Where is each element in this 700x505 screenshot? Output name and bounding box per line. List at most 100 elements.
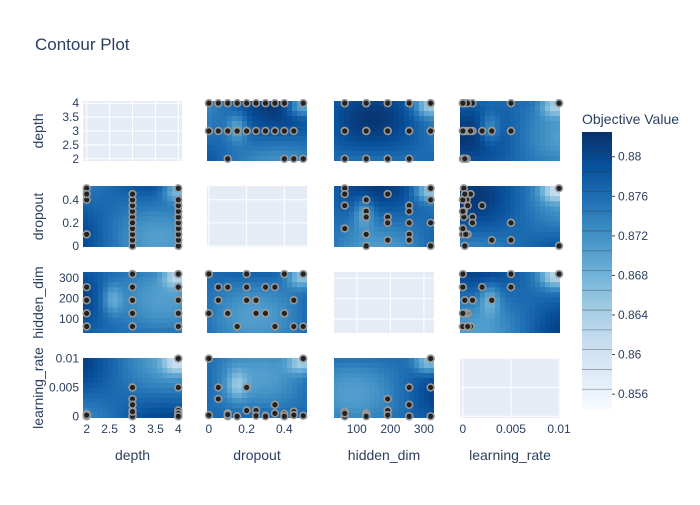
contour-cell [394, 156, 400, 161]
contour-cell [247, 116, 253, 122]
contour-cell [262, 327, 268, 333]
contour-cell [107, 292, 114, 299]
contour-cell [157, 358, 163, 364]
contour-cell [359, 211, 365, 218]
contour-cell [460, 146, 466, 152]
contour-cell [147, 191, 153, 197]
contour-cell [349, 231, 355, 238]
contour-cell [247, 292, 253, 299]
contour-cell [247, 312, 253, 319]
contour-cell [495, 327, 501, 333]
contour-cell [550, 151, 556, 157]
contour-cell [222, 151, 228, 157]
contour-cell [515, 307, 521, 314]
contour-cell [475, 131, 481, 137]
contour-cell [470, 121, 476, 127]
trial-point [261, 309, 270, 318]
contour-cell [505, 231, 511, 238]
contour-cell [262, 388, 268, 394]
contour-cell [490, 302, 496, 309]
contour-cell [525, 146, 531, 152]
contour-cell [485, 302, 491, 309]
contour-cell [334, 236, 340, 243]
contour-cell [485, 287, 491, 293]
subplot-dropout-vs-learning_rate [458, 184, 564, 251]
contour-cell [550, 322, 556, 329]
contour-cell [247, 317, 253, 324]
contour-cell [334, 393, 340, 399]
contour-cell [530, 287, 536, 293]
contour-cell [87, 373, 94, 379]
contour-cell [212, 363, 218, 369]
contour-cell [520, 287, 526, 293]
contour-cell [404, 151, 410, 157]
contour-cell [117, 358, 124, 364]
contour-cell [92, 373, 99, 379]
contour-cell [555, 221, 560, 228]
contour-cell [83, 378, 89, 384]
contour-cell [172, 388, 178, 394]
contour-cell [152, 211, 158, 218]
contour-cell [257, 363, 263, 369]
contour-cell [207, 403, 213, 409]
contour-cell [374, 111, 380, 117]
contour-cell [515, 211, 521, 218]
contour-cell [414, 231, 420, 238]
contour-cell [292, 136, 298, 142]
contour-cell [152, 408, 158, 414]
contour-cell [525, 191, 531, 197]
contour-cell [530, 151, 536, 157]
contour-cell [419, 221, 425, 228]
contour-cell [419, 196, 425, 202]
contour-cell [409, 146, 415, 152]
contour-cell [344, 151, 350, 157]
contour-cell [394, 211, 400, 218]
contour-cell [540, 126, 546, 132]
contour-cell [414, 216, 420, 223]
contour-cell [500, 201, 506, 207]
contour-cell [267, 136, 273, 142]
contour-cell [152, 317, 158, 324]
contour-cell [414, 358, 420, 364]
contour-cell [334, 373, 340, 379]
contour-cell [505, 327, 511, 333]
contour-cell [339, 378, 345, 384]
contour-cell [475, 322, 481, 329]
contour-cell [480, 101, 486, 107]
contour-cell [97, 393, 104, 399]
contour-cell [262, 277, 268, 283]
contour-cell [217, 277, 223, 283]
contour-cell [475, 216, 481, 223]
contour-cell [414, 206, 420, 213]
contour-cell [272, 146, 278, 152]
contour-cell [162, 322, 168, 329]
trial-point [280, 126, 289, 136]
y-tick-label: 0.2 [62, 216, 79, 230]
contour-cell [389, 116, 395, 122]
contour-cell [500, 327, 506, 333]
contour-cell [545, 327, 551, 333]
contour-cell [277, 413, 283, 418]
contour-cell [339, 136, 345, 142]
contour-cell [515, 201, 521, 207]
contour-cell [379, 393, 385, 399]
contour-cell [92, 186, 99, 192]
contour-cell [252, 116, 258, 122]
contour-cell [424, 378, 430, 384]
contour-cell [207, 121, 213, 127]
contour-cell [424, 131, 430, 137]
contour-cell [217, 106, 223, 112]
contour-cell [97, 282, 104, 288]
contour-cell [112, 413, 119, 418]
trial-point [82, 189, 91, 199]
trial-point [383, 189, 392, 199]
contour-cell [212, 111, 218, 117]
contour-cell [272, 388, 278, 394]
contour-cell [227, 393, 233, 399]
contour-cell [272, 136, 278, 142]
contour-cell [152, 287, 158, 293]
contour-cell [419, 373, 425, 379]
contour-cell [247, 146, 253, 152]
contour-cell [87, 206, 94, 213]
contour-cell [515, 151, 521, 157]
